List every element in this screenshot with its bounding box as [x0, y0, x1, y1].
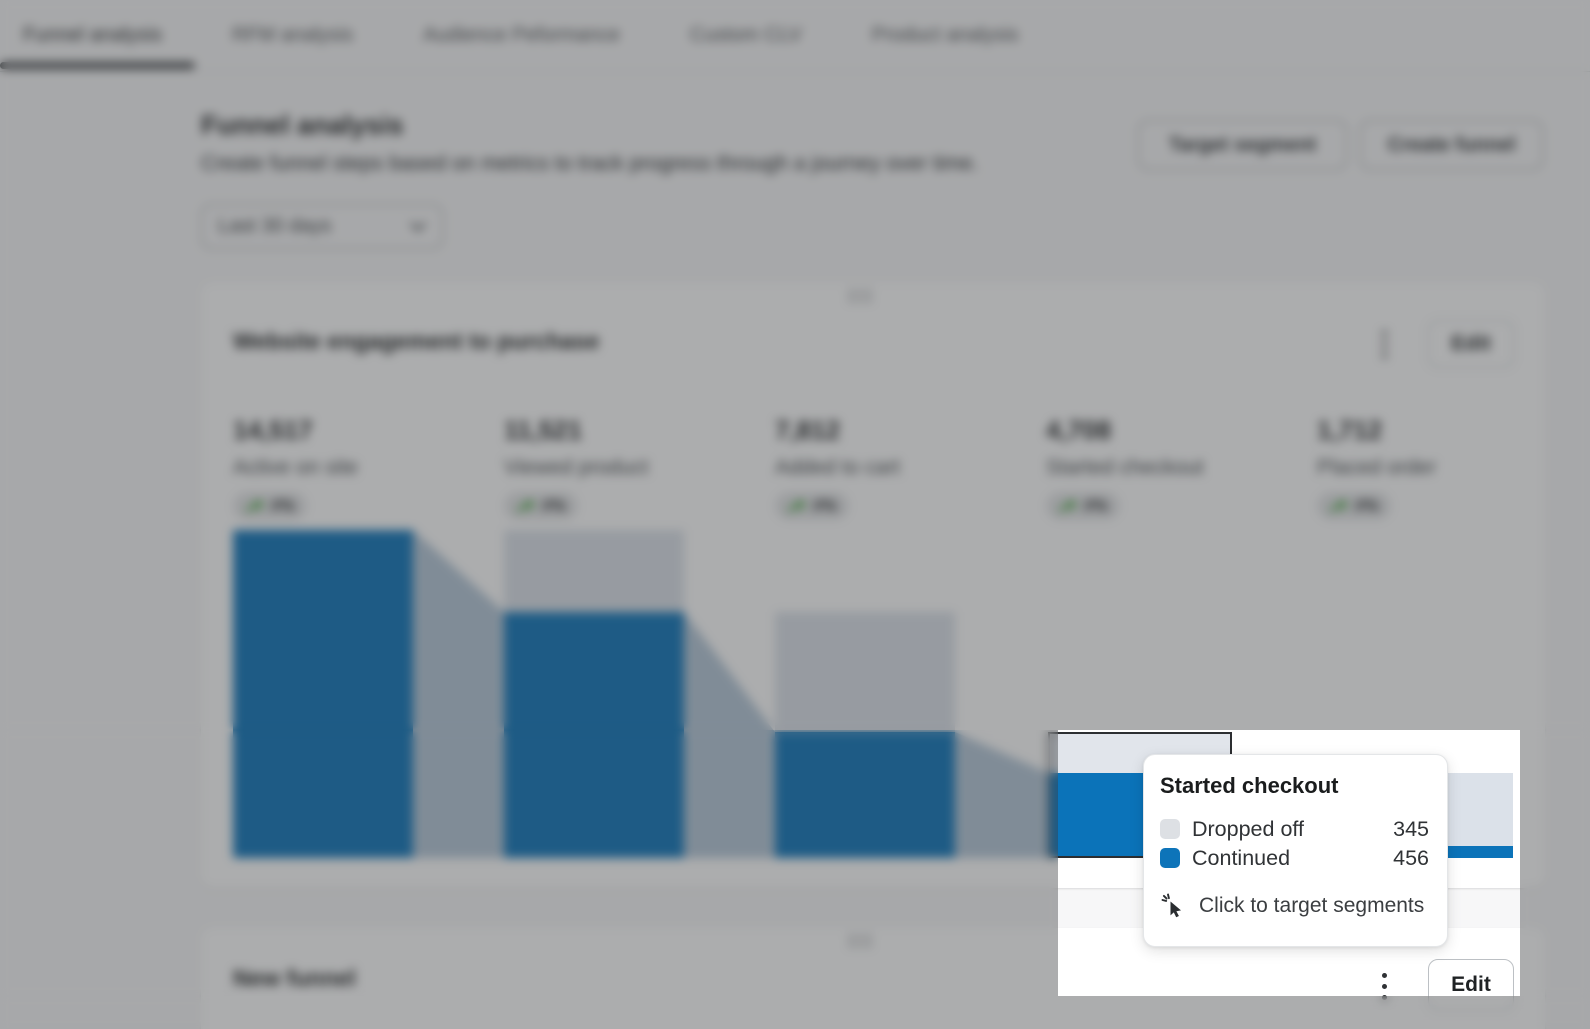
cursor-click-icon — [1161, 893, 1181, 918]
blur-overlay — [0, 996, 1590, 1029]
tooltip-footer-text: Click to target segments — [1199, 893, 1425, 917]
tooltip-row-value: 456 — [1393, 845, 1429, 870]
tooltip-footer: Click to target segments — [1160, 892, 1429, 919]
tooltip-row-label: Dropped off — [1192, 816, 1304, 841]
tooltip-row-value: 345 — [1393, 816, 1429, 841]
continued-swatch — [1160, 848, 1180, 868]
dropped-off-swatch — [1160, 819, 1180, 839]
chart-tooltip: Started checkout Dropped off 345 Continu… — [1143, 754, 1448, 947]
tooltip-row-dropped-off: Dropped off 345 — [1160, 817, 1429, 841]
blur-overlay — [0, 0, 1590, 730]
tooltip-row-continued: Continued 456 — [1160, 846, 1429, 870]
tooltip-title: Started checkout — [1160, 773, 1339, 798]
tooltip-row-label: Continued — [1192, 845, 1291, 870]
blur-overlay — [1520, 730, 1590, 996]
blur-overlay — [0, 730, 1058, 996]
